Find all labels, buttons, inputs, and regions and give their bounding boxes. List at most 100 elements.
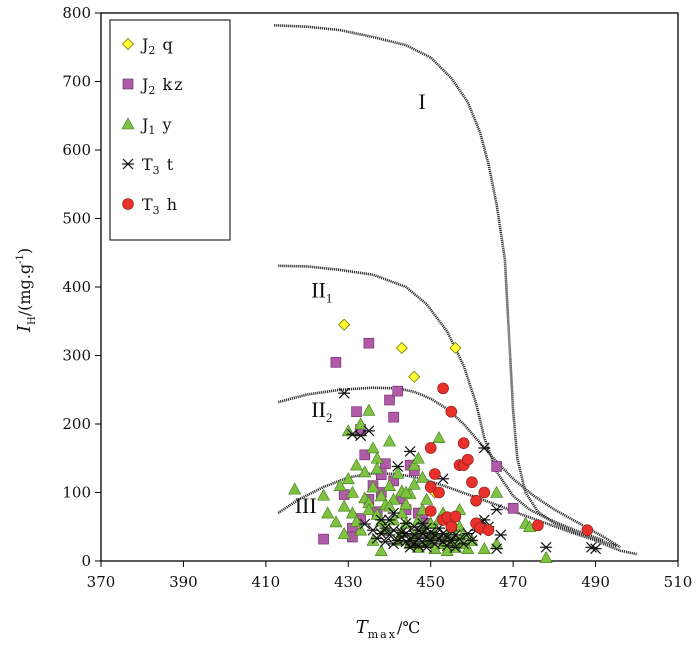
marker-asterisk [465,535,478,546]
x-tick-label: 410 [252,573,281,591]
marker-square [384,394,395,406]
y-tick-label: 0 [81,552,91,570]
marker-triangle [317,488,331,501]
marker-diamond [449,341,462,355]
legend-label: T3 h [142,195,179,217]
legend-label: J2 kz [140,75,185,97]
marker-triangle [350,458,364,471]
region-curves [274,24,638,556]
marker-triangle [415,470,429,483]
marker-square [388,411,399,423]
marker-circle [424,481,437,493]
marker-triangle [382,434,397,447]
marker-asterisk [478,442,491,454]
region-label: II2 [311,397,332,425]
marker-triangle [539,550,553,563]
marker-diamond [395,341,408,355]
marker-asterisk [404,445,417,457]
marker-triangle [288,482,302,495]
marker-triangle [354,523,368,536]
marker-triangle [337,499,351,512]
marker-square [338,489,350,500]
region-curve [277,386,621,549]
marker-diamond [338,318,351,331]
marker-triangle [333,479,347,491]
x-tick-label: 470 [499,573,528,591]
marker-triangle [407,458,421,471]
marker-asterisk [387,507,400,519]
marker-square [380,458,391,470]
marker-asterisk [589,543,602,555]
marker-triangle [337,526,351,539]
marker-triangle [374,489,388,502]
x-tick-label: 510 [664,573,693,591]
region-label: II1 [311,277,332,305]
marker-square [363,337,375,349]
marker-triangle [399,485,413,498]
legend-label: J1 y [140,115,174,137]
region-label: III [295,493,317,518]
marker-circle [462,453,474,466]
marker-triangle [391,466,405,479]
marker-circle [581,524,594,536]
marker-circle [478,486,491,499]
marker-triangle [121,117,135,130]
marker-diamond [408,370,421,383]
marker-triangle [321,506,335,519]
marker-triangle [490,485,504,498]
marker-circle [122,198,134,210]
y-tick-label: 700 [62,73,91,91]
marker-square [491,461,502,472]
region-curve [278,264,605,542]
marker-triangle [362,403,376,416]
marker-triangle [374,544,388,557]
x-tick-label: 390 [169,573,198,591]
marker-triangle [420,492,434,505]
marker-diamond [121,37,135,51]
marker-triangle [411,451,425,464]
y-tick-label: 300 [62,347,91,365]
marker-square [330,357,342,368]
marker-triangle [370,461,384,474]
x-axis-ticks: 370 390 410 430 450 470 490 510 [87,561,693,591]
x-tick-label: 450 [416,573,445,591]
legend: J2 q J2 kz J1 y T3 t T3 h [109,19,231,241]
x-tick-label: 430 [334,573,363,591]
marker-asterisk [338,387,351,399]
marker-asterisk [490,504,503,516]
x-tick-label: 370 [87,573,116,591]
marker-asterisk [540,541,553,553]
marker-triangle [341,472,355,485]
marker-triangle [399,497,413,510]
marker-triangle [366,441,380,454]
marker-square [351,406,362,417]
y-tick-label: 100 [62,484,91,502]
marker-circle [466,476,478,489]
y-tick-label: 600 [62,141,91,159]
marker-circle [433,486,445,499]
marker-asterisk [490,543,503,555]
region-labels: I II1 II2 III [295,89,426,518]
y-tick-label: 200 [62,415,91,433]
marker-asterisk [383,514,396,526]
marker-circle [429,468,441,480]
marker-circle [532,519,544,532]
marker-circle [424,505,437,517]
y-tick-label: 400 [62,278,91,296]
marker-asterisk [358,518,371,530]
marker-asterisk [387,524,400,536]
y-tick-label: 500 [62,210,91,228]
marker-asterisk [585,541,598,553]
marker-triangle [477,542,491,554]
data-points [288,318,602,563]
marker-square [392,385,404,397]
marker-triangle [345,485,359,498]
marker-asterisk [391,461,404,472]
marker-circle [470,494,482,507]
marker-asterisk [399,536,412,548]
marker-circle [437,382,449,395]
marker-triangle [329,515,343,528]
marker-asterisk [379,522,392,534]
marker-square [122,78,134,90]
